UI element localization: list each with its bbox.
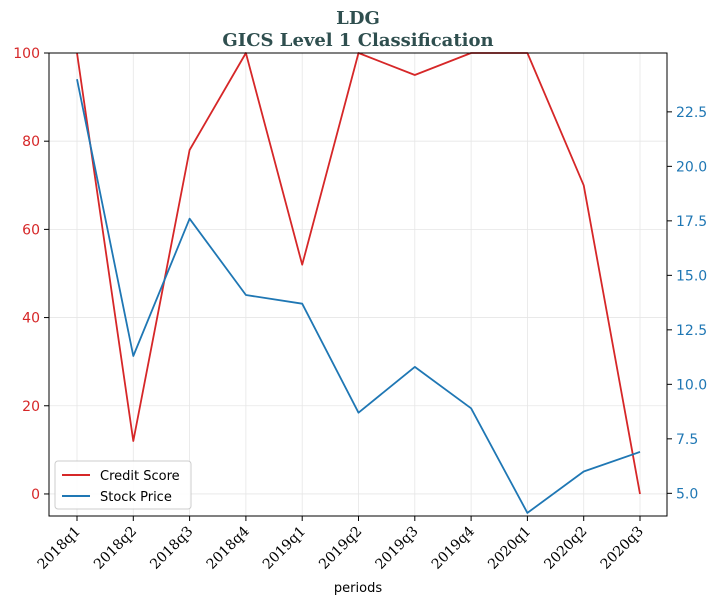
left-tick-label: 20 bbox=[22, 399, 40, 415]
right-tick-label: 5.0 bbox=[676, 486, 698, 502]
plot-frame bbox=[48, 52, 668, 517]
legend-label-stock-price: Stock Price bbox=[100, 490, 172, 505]
x-axis-label: periods bbox=[334, 581, 382, 596]
right-tick-label: 10.0 bbox=[676, 377, 707, 393]
right-tick-label: 20.0 bbox=[676, 159, 707, 175]
series-line-stock-price bbox=[76, 79, 641, 514]
right-y-axis: 5.0 7.5 10.0 12.5 15.0 17.5 20.0 22.5 bbox=[667, 105, 707, 502]
chart-subtitle: GICS Level 1 Classification bbox=[222, 30, 493, 51]
legend: Credit Score Stock Price bbox=[54, 460, 192, 510]
chart-title: LDG bbox=[336, 8, 380, 29]
x-tick-label: 2020q1 bbox=[485, 524, 534, 573]
x-tick-label: 2019q3 bbox=[372, 524, 421, 573]
left-tick-label: 100 bbox=[13, 46, 40, 62]
grid bbox=[49, 52, 667, 516]
left-tick-label: 80 bbox=[22, 134, 40, 150]
left-tick-label: 40 bbox=[22, 311, 40, 327]
x-tick-label: 2018q2 bbox=[91, 524, 140, 573]
left-tick-label: 0 bbox=[31, 487, 40, 503]
left-tick-label: 60 bbox=[22, 222, 40, 238]
right-tick-label: 7.5 bbox=[676, 432, 698, 448]
legend-label-credit-score: Credit Score bbox=[100, 469, 180, 484]
x-tick-label: 2018q1 bbox=[35, 524, 84, 573]
right-tick-label: 22.5 bbox=[676, 105, 707, 121]
x-tick-label: 2020q3 bbox=[598, 524, 647, 573]
x-tick-label: 2019q4 bbox=[429, 523, 478, 572]
x-tick-label: 2019q1 bbox=[260, 524, 309, 573]
x-tick-label: 2018q4 bbox=[204, 523, 253, 572]
left-y-axis: 0 20 40 60 80 100 bbox=[13, 46, 49, 503]
right-tick-label: 15.0 bbox=[676, 268, 707, 284]
x-tick-label: 2020q2 bbox=[541, 524, 590, 573]
right-tick-label: 17.5 bbox=[676, 214, 707, 230]
x-axis: 2018q1 2018q2 2018q3 2018q4 2019q1 2019q2 2019… bbox=[35, 516, 647, 573]
x-tick-label: 2018q3 bbox=[147, 524, 196, 573]
x-tick-label: 2019q2 bbox=[316, 524, 365, 573]
right-tick-label: 12.5 bbox=[676, 323, 707, 339]
